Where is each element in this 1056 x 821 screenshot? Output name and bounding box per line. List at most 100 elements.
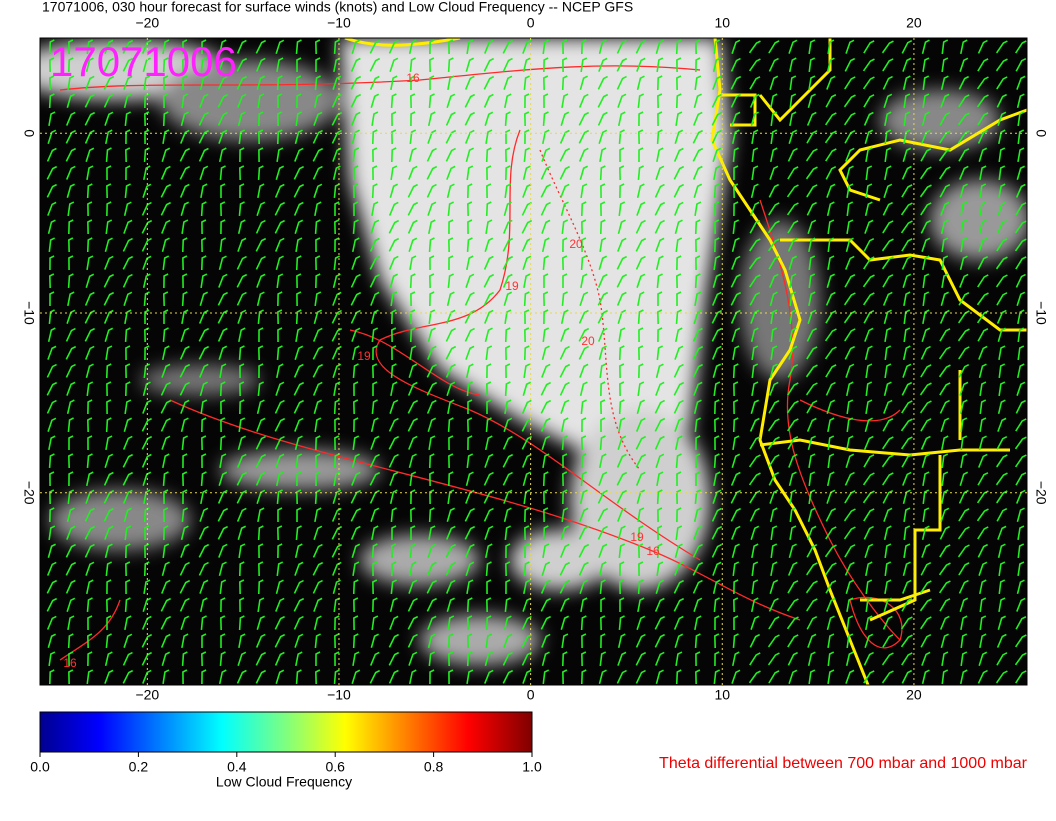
wind-barb: [845, 453, 855, 468]
wind-barb: [274, 219, 286, 234]
wind-barb: [864, 327, 874, 342]
wind-barb: [562, 57, 568, 73]
wind-barb: [826, 75, 836, 90]
wind-barb: [939, 166, 951, 180]
wind-barb: [521, 453, 532, 468]
wind-barb: [87, 633, 93, 649]
wind-barb: [521, 615, 532, 630]
wind-barb: [825, 381, 836, 396]
wind-barb: [559, 381, 570, 396]
wind-barb: [484, 237, 494, 252]
wind-barb: [882, 201, 893, 216]
wind-barb: [844, 471, 855, 486]
wind-barb: [201, 417, 207, 433]
wind-barb: [200, 399, 208, 415]
wind-barb: [277, 327, 283, 343]
wind-barb: [619, 147, 625, 163]
wind-barb: [484, 435, 493, 451]
wind-barb: [618, 399, 625, 415]
wind-barb: [731, 525, 741, 540]
wind-barb: [85, 345, 95, 360]
wind-barb: [426, 183, 437, 198]
wind-barb: [255, 435, 266, 450]
wind-barb: [998, 165, 1006, 181]
wind-barb: [427, 201, 437, 216]
wind-barb: [826, 615, 835, 631]
wind-barb: [219, 39, 227, 55]
wind-barb: [617, 507, 627, 522]
wind-barb: [673, 597, 685, 612]
wind-barb: [1015, 273, 1026, 288]
wind-barb: [922, 273, 930, 289]
wind-barb: [938, 562, 951, 576]
wind-barb: [770, 129, 778, 145]
wind-barb: [426, 399, 437, 414]
wind-barb: [372, 345, 378, 361]
wind-barb: [350, 291, 362, 306]
wind-barb: [296, 75, 302, 91]
wind-barb: [920, 435, 931, 450]
wind-barb: [179, 129, 190, 144]
wind-barb: [750, 615, 760, 630]
wind-barb: [845, 579, 855, 594]
wind-barb: [922, 489, 930, 505]
wind-barb: [293, 399, 304, 414]
wind-barb: [695, 471, 701, 487]
wind-barb: [580, 399, 587, 415]
wind-barb: [276, 129, 283, 145]
wind-barb: [978, 237, 988, 252]
wind-barb: [1015, 418, 1027, 432]
wind-barb: [447, 615, 455, 631]
wind-barb: [637, 381, 645, 397]
wind-barb: [294, 219, 304, 234]
wind-barb: [921, 453, 931, 468]
wind-barb: [274, 183, 285, 198]
wind-barb: [484, 453, 494, 468]
wind-barb: [258, 561, 264, 577]
wind-barb: [749, 291, 761, 306]
wind-barb: [409, 255, 417, 271]
wind-barb: [636, 75, 645, 91]
wind-barb: [921, 237, 931, 252]
wind-barb: [467, 417, 473, 433]
contour-label: 20: [581, 334, 595, 348]
wind-barb: [334, 237, 340, 253]
wind-barb: [106, 579, 112, 595]
wind-barb: [635, 651, 647, 666]
wind-barb: [845, 39, 855, 54]
wind-barb: [655, 669, 664, 685]
wind-barb: [824, 544, 837, 558]
wind-barb: [826, 273, 836, 288]
wind-barb: [617, 219, 626, 235]
wind-barb: [543, 291, 549, 307]
wind-barb: [67, 417, 74, 433]
wind-barb: [561, 219, 569, 235]
wind-barb: [369, 39, 381, 54]
wind-barb: [674, 417, 684, 432]
wind-barb: [390, 363, 397, 379]
wind-barb: [769, 489, 779, 504]
wind-barb: [313, 399, 323, 414]
wind-barb: [388, 633, 399, 648]
wind-barb: [714, 417, 720, 433]
wind-barb: [540, 417, 551, 432]
wind-barb: [504, 525, 511, 541]
wind-barb: [599, 237, 607, 253]
wind-barb: [921, 651, 931, 666]
wind-barb: [275, 597, 285, 612]
wind-barb: [542, 255, 549, 271]
wind-barb: [806, 111, 817, 126]
wind-barb: [693, 183, 703, 198]
wind-barb: [638, 147, 644, 163]
wind-barb: [807, 633, 817, 648]
wind-barb: [182, 471, 188, 487]
wind-barb: [314, 507, 322, 523]
wind-barb: [464, 291, 475, 306]
wind-barb: [541, 633, 551, 648]
wind-barb: [313, 93, 322, 109]
wind-barb: [123, 219, 133, 234]
wind-barb: [237, 93, 247, 108]
wind-barb: [996, 454, 1008, 468]
wind-barb: [713, 669, 721, 685]
wind-barb: [695, 669, 701, 685]
